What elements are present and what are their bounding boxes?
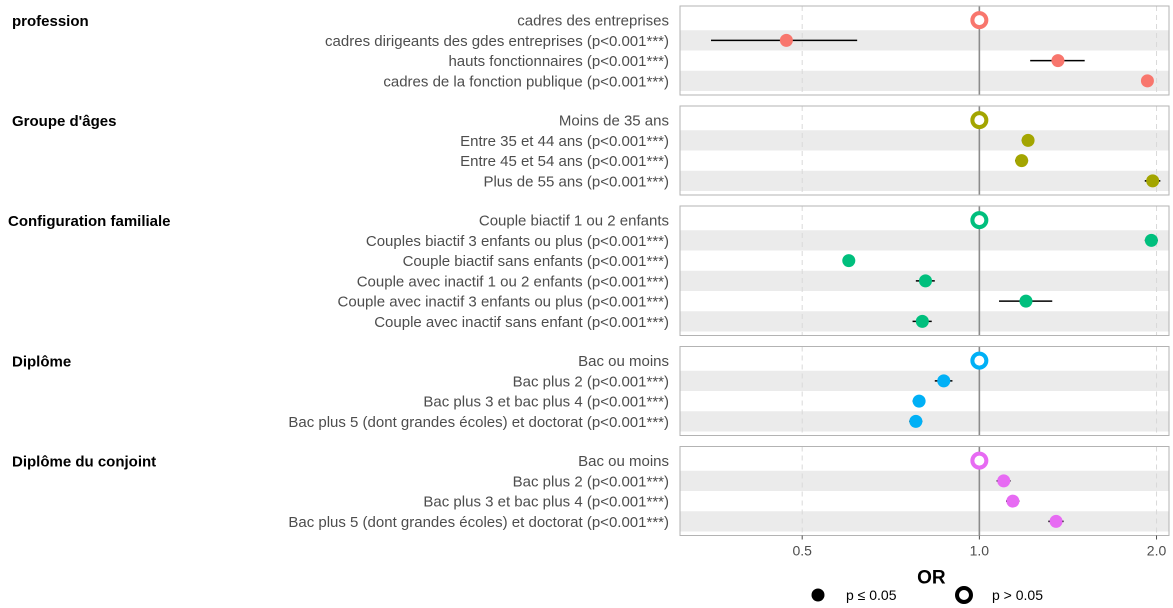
point-significant — [1051, 54, 1065, 68]
row-label: Bac plus 2 (p<0.001***) — [513, 373, 669, 390]
row-label: Bac plus 2 (p<0.001***) — [513, 473, 669, 490]
panel-border — [679, 205, 1170, 336]
panel-border — [679, 346, 1170, 436]
row-label: cadres des entreprises — [517, 13, 669, 30]
point-reference — [970, 351, 989, 370]
row-label: Couple biactif 1 ou 2 enfants — [479, 213, 669, 230]
row-label: cadres dirigeants des gdes entreprises (… — [325, 33, 669, 50]
row-stripe — [680, 470, 1169, 491]
row-label: Couple biactif sans enfants (p<0.001***) — [403, 253, 669, 270]
point-significant — [1015, 154, 1029, 168]
row-label: cadres de la fonction publique (p<0.001*… — [383, 73, 669, 90]
row-label: Entre 35 et 44 ans (p<0.001***) — [460, 133, 669, 150]
row-stripe — [680, 170, 1169, 191]
group-title: profession — [12, 13, 89, 30]
legend-label: p > 0.05 — [992, 587, 1043, 603]
row-label: Entre 45 et 54 ans (p<0.001***) — [460, 153, 669, 170]
point-significant — [937, 374, 951, 388]
row-stripe — [680, 511, 1169, 532]
row-stripe — [680, 130, 1169, 151]
point-significant — [1144, 233, 1158, 247]
point-significant — [918, 274, 932, 288]
point-significant — [1021, 133, 1035, 147]
legend-marker-filled — [811, 588, 825, 602]
row-label: Bac ou moins — [578, 453, 669, 470]
point-significant — [912, 394, 926, 408]
point-significant — [1006, 494, 1020, 508]
x-axis-title: OR — [917, 568, 946, 589]
point-reference — [970, 111, 989, 130]
point-significant — [1140, 74, 1154, 88]
row-label: Moins de 35 ans — [559, 113, 669, 130]
row-label: Bac plus 5 (dont grandes écoles) et doct… — [288, 414, 669, 431]
row-label: Bac plus 3 et bac plus 4 (p<0.001***) — [423, 494, 669, 511]
x-tick-label: 0.5 — [792, 543, 812, 559]
row-label: Couples biactif 3 enfants ou plus (p<0.0… — [366, 233, 669, 250]
row-label: Couple avec inactif 3 enfants ou plus (p… — [338, 294, 669, 311]
group-title: Diplôme du conjoint — [12, 454, 156, 471]
row-label: hauts fonctionnaires (p<0.001***) — [448, 53, 669, 70]
panel-border — [679, 5, 1170, 96]
x-tick-label: 1.0 — [970, 543, 990, 559]
point-reference — [970, 211, 989, 230]
row-label: Bac plus 5 (dont grandes écoles) et doct… — [288, 514, 669, 531]
row-stripe — [680, 70, 1169, 91]
panel-border — [679, 446, 1170, 536]
row-label: Plus de 55 ans (p<0.001***) — [483, 173, 669, 190]
panel-border — [679, 105, 1170, 196]
row-label: Bac ou moins — [578, 353, 669, 370]
row-label: Couple avec inactif 1 ou 2 enfants (p<0.… — [357, 273, 669, 290]
row-label: Couple avec inactif sans enfant (p<0.001… — [374, 314, 669, 331]
point-significant — [842, 254, 856, 268]
group-title: Configuration familiale — [8, 213, 171, 230]
point-significant — [1019, 294, 1033, 308]
legend-label: p ≤ 0.05 — [846, 587, 897, 603]
point-significant — [779, 33, 793, 47]
x-tick-label: 2.0 — [1147, 543, 1167, 559]
point-significant — [1049, 514, 1063, 528]
row-stripe — [680, 230, 1169, 251]
legend-marker-ring — [955, 586, 973, 604]
point-reference — [970, 451, 989, 470]
point-significant — [997, 474, 1011, 488]
row-stripe — [680, 370, 1169, 391]
row-stripe — [680, 411, 1169, 432]
point-significant — [915, 314, 929, 328]
point-reference — [970, 11, 989, 30]
group-title: Diplôme — [12, 354, 71, 371]
point-significant — [909, 414, 923, 428]
group-title: Groupe d'âges — [12, 113, 116, 130]
point-significant — [1146, 174, 1160, 188]
row-label: Bac plus 3 et bac plus 4 (p<0.001***) — [423, 394, 669, 411]
